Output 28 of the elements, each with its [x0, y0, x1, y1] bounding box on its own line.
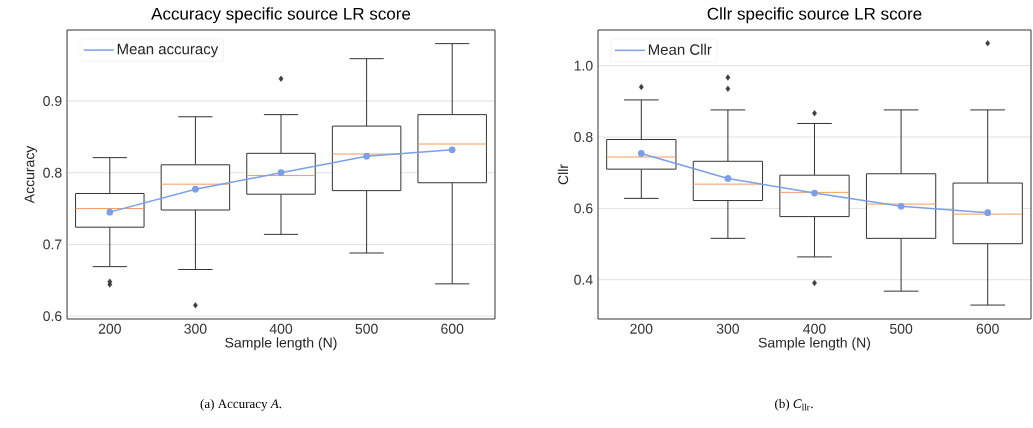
- x-tick-label: 300: [716, 323, 740, 334]
- x-tick-label: 500: [889, 323, 913, 334]
- x-tick-label: 400: [803, 323, 826, 334]
- text: (b) C$_{llr}$.: [775, 398, 813, 411]
- x-tick-label: 600: [441, 323, 464, 334]
- x-tick-label: 600: [976, 323, 999, 334]
- y-tick-label: 0.8: [43, 167, 62, 178]
- legend-label: Mean Cllr: [648, 43, 712, 55]
- y-tick-label: 1.0: [574, 60, 593, 71]
- y-tick-label: 0.6: [574, 203, 593, 214]
- chart-title: Accuracy specific source LR score: [151, 7, 411, 24]
- y-tick-label: 0.9: [43, 96, 62, 106]
- y-tick-label: 0.4: [574, 274, 593, 285]
- x-axis-title: Sample length (N): [758, 337, 871, 351]
- y-tick-label: 0.7: [43, 239, 62, 250]
- x-tick-label: 300: [184, 323, 207, 334]
- y-tick-label: 0.8: [574, 132, 593, 142]
- y-axis-title: Cllr: [557, 164, 569, 185]
- x-axis-title: Sample length (N): [225, 337, 337, 351]
- text: (a) Accuracy A.: [200, 398, 282, 411]
- x-tick-label: 200: [630, 323, 653, 334]
- x-tick-label: 500: [355, 323, 378, 334]
- legend-label: Mean accuracy: [117, 43, 219, 58]
- y-tick-label: 0.6: [43, 311, 62, 322]
- y-axis-title: Accuracy: [24, 145, 38, 204]
- x-tick-label: 400: [269, 323, 293, 334]
- x-tick-label: 200: [98, 323, 121, 334]
- chart-title: Cllr specific source LR score: [707, 7, 922, 24]
